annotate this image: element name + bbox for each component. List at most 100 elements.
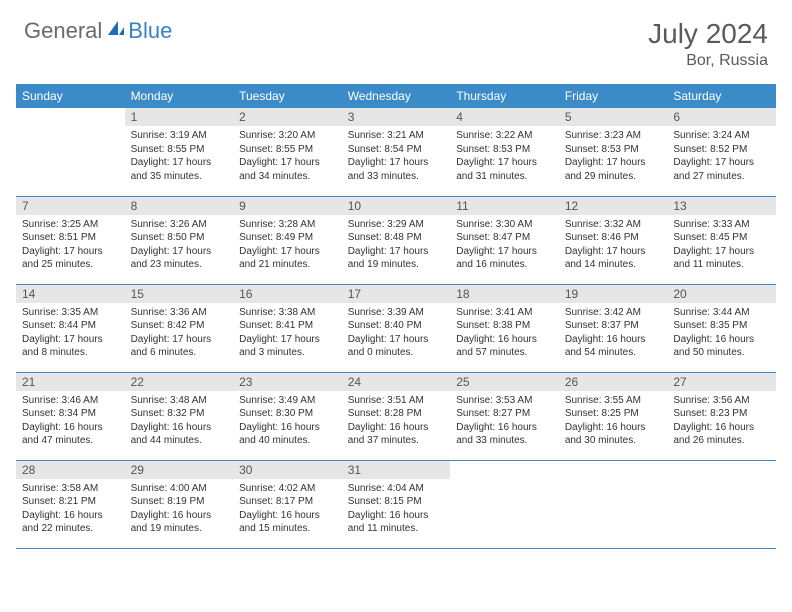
daylight-text: Daylight: 17 hours and 3 minutes. [239,333,336,360]
day-number: 11 [450,197,559,215]
sunset-text: Sunset: 8:35 PM [673,319,770,333]
page-header: General Blue July 2024 Bor, Russia [0,0,792,78]
day-number: 6 [667,108,776,126]
sunrise-text: Sunrise: 3:41 AM [456,306,553,320]
daylight-text: Daylight: 17 hours and 33 minutes. [348,156,445,183]
sunrise-text: Sunrise: 3:42 AM [565,306,662,320]
sunrise-text: Sunrise: 3:39 AM [348,306,445,320]
daylight-text: Daylight: 17 hours and 14 minutes. [565,245,662,272]
brand-logo: General Blue [24,18,172,44]
day-number: 12 [559,197,668,215]
day-number: 2 [233,108,342,126]
day-cell [559,460,668,548]
day-cell: 11Sunrise: 3:30 AMSunset: 8:47 PMDayligh… [450,196,559,284]
sunrise-text: Sunrise: 3:44 AM [673,306,770,320]
day-number: 24 [342,373,451,391]
day-number: 29 [125,461,234,479]
sunset-text: Sunset: 8:47 PM [456,231,553,245]
day-number [559,461,668,465]
sunrise-text: Sunrise: 3:58 AM [22,482,119,496]
day-details: Sunrise: 3:53 AMSunset: 8:27 PMDaylight:… [450,391,559,452]
sunset-text: Sunset: 8:17 PM [239,495,336,509]
sunrise-text: Sunrise: 3:33 AM [673,218,770,232]
day-cell: 17Sunrise: 3:39 AMSunset: 8:40 PMDayligh… [342,284,451,372]
sunset-text: Sunset: 8:40 PM [348,319,445,333]
sunrise-text: Sunrise: 4:00 AM [131,482,228,496]
day-details: Sunrise: 3:46 AMSunset: 8:34 PMDaylight:… [16,391,125,452]
day-cell: 26Sunrise: 3:55 AMSunset: 8:25 PMDayligh… [559,372,668,460]
sunset-text: Sunset: 8:41 PM [239,319,336,333]
daylight-text: Daylight: 16 hours and 47 minutes. [22,421,119,448]
sunset-text: Sunset: 8:53 PM [565,143,662,157]
sunset-text: Sunset: 8:30 PM [239,407,336,421]
sunset-text: Sunset: 8:19 PM [131,495,228,509]
day-cell: 8Sunrise: 3:26 AMSunset: 8:50 PMDaylight… [125,196,234,284]
day-number: 17 [342,285,451,303]
day-cell [667,460,776,548]
day-cell: 9Sunrise: 3:28 AMSunset: 8:49 PMDaylight… [233,196,342,284]
sunrise-text: Sunrise: 3:30 AM [456,218,553,232]
sunset-text: Sunset: 8:50 PM [131,231,228,245]
daylight-text: Daylight: 16 hours and 19 minutes. [131,509,228,536]
calendar-table: Sunday Monday Tuesday Wednesday Thursday… [16,84,776,549]
sunrise-text: Sunrise: 3:23 AM [565,129,662,143]
day-details: Sunrise: 3:42 AMSunset: 8:37 PMDaylight:… [559,303,668,364]
day-details: Sunrise: 4:04 AMSunset: 8:15 PMDaylight:… [342,479,451,540]
day-number: 3 [342,108,451,126]
day-number: 22 [125,373,234,391]
sunset-text: Sunset: 8:15 PM [348,495,445,509]
day-number: 7 [16,197,125,215]
day-number: 1 [125,108,234,126]
day-details: Sunrise: 3:29 AMSunset: 8:48 PMDaylight:… [342,215,451,276]
day-number: 25 [450,373,559,391]
sunset-text: Sunset: 8:48 PM [348,231,445,245]
day-number: 26 [559,373,668,391]
sunrise-text: Sunrise: 3:48 AM [131,394,228,408]
day-cell: 1Sunrise: 3:19 AMSunset: 8:55 PMDaylight… [125,108,234,196]
day-details: Sunrise: 3:58 AMSunset: 8:21 PMDaylight:… [16,479,125,540]
daylight-text: Daylight: 16 hours and 26 minutes. [673,421,770,448]
daylight-text: Daylight: 16 hours and 50 minutes. [673,333,770,360]
sunrise-text: Sunrise: 3:49 AM [239,394,336,408]
day-details: Sunrise: 3:32 AMSunset: 8:46 PMDaylight:… [559,215,668,276]
sunset-text: Sunset: 8:52 PM [673,143,770,157]
day-cell: 23Sunrise: 3:49 AMSunset: 8:30 PMDayligh… [233,372,342,460]
day-details: Sunrise: 3:55 AMSunset: 8:25 PMDaylight:… [559,391,668,452]
daylight-text: Daylight: 16 hours and 57 minutes. [456,333,553,360]
day-details: Sunrise: 3:56 AMSunset: 8:23 PMDaylight:… [667,391,776,452]
day-cell: 18Sunrise: 3:41 AMSunset: 8:38 PMDayligh… [450,284,559,372]
day-details: Sunrise: 3:28 AMSunset: 8:49 PMDaylight:… [233,215,342,276]
daylight-text: Daylight: 16 hours and 15 minutes. [239,509,336,536]
day-cell: 12Sunrise: 3:32 AMSunset: 8:46 PMDayligh… [559,196,668,284]
day-details: Sunrise: 4:02 AMSunset: 8:17 PMDaylight:… [233,479,342,540]
daylight-text: Daylight: 16 hours and 44 minutes. [131,421,228,448]
day-number: 8 [125,197,234,215]
sunset-text: Sunset: 8:55 PM [131,143,228,157]
day-cell: 15Sunrise: 3:36 AMSunset: 8:42 PMDayligh… [125,284,234,372]
day-number: 15 [125,285,234,303]
day-details: Sunrise: 4:00 AMSunset: 8:19 PMDaylight:… [125,479,234,540]
sunrise-text: Sunrise: 3:28 AM [239,218,336,232]
sunset-text: Sunset: 8:55 PM [239,143,336,157]
dow-fri: Friday [559,84,668,108]
day-cell [450,460,559,548]
day-cell: 4Sunrise: 3:22 AMSunset: 8:53 PMDaylight… [450,108,559,196]
sunset-text: Sunset: 8:34 PM [22,407,119,421]
day-cell: 13Sunrise: 3:33 AMSunset: 8:45 PMDayligh… [667,196,776,284]
daylight-text: Daylight: 17 hours and 6 minutes. [131,333,228,360]
daylight-text: Daylight: 17 hours and 35 minutes. [131,156,228,183]
week-row: 14Sunrise: 3:35 AMSunset: 8:44 PMDayligh… [16,284,776,372]
day-cell [16,108,125,196]
dow-sat: Saturday [667,84,776,108]
day-cell: 28Sunrise: 3:58 AMSunset: 8:21 PMDayligh… [16,460,125,548]
day-cell: 29Sunrise: 4:00 AMSunset: 8:19 PMDayligh… [125,460,234,548]
sunset-text: Sunset: 8:32 PM [131,407,228,421]
daylight-text: Daylight: 17 hours and 25 minutes. [22,245,119,272]
brand-part2: Blue [128,18,172,44]
day-details: Sunrise: 3:35 AMSunset: 8:44 PMDaylight:… [16,303,125,364]
day-number [667,461,776,465]
sunrise-text: Sunrise: 3:53 AM [456,394,553,408]
day-number: 23 [233,373,342,391]
dow-wed: Wednesday [342,84,451,108]
day-number: 10 [342,197,451,215]
